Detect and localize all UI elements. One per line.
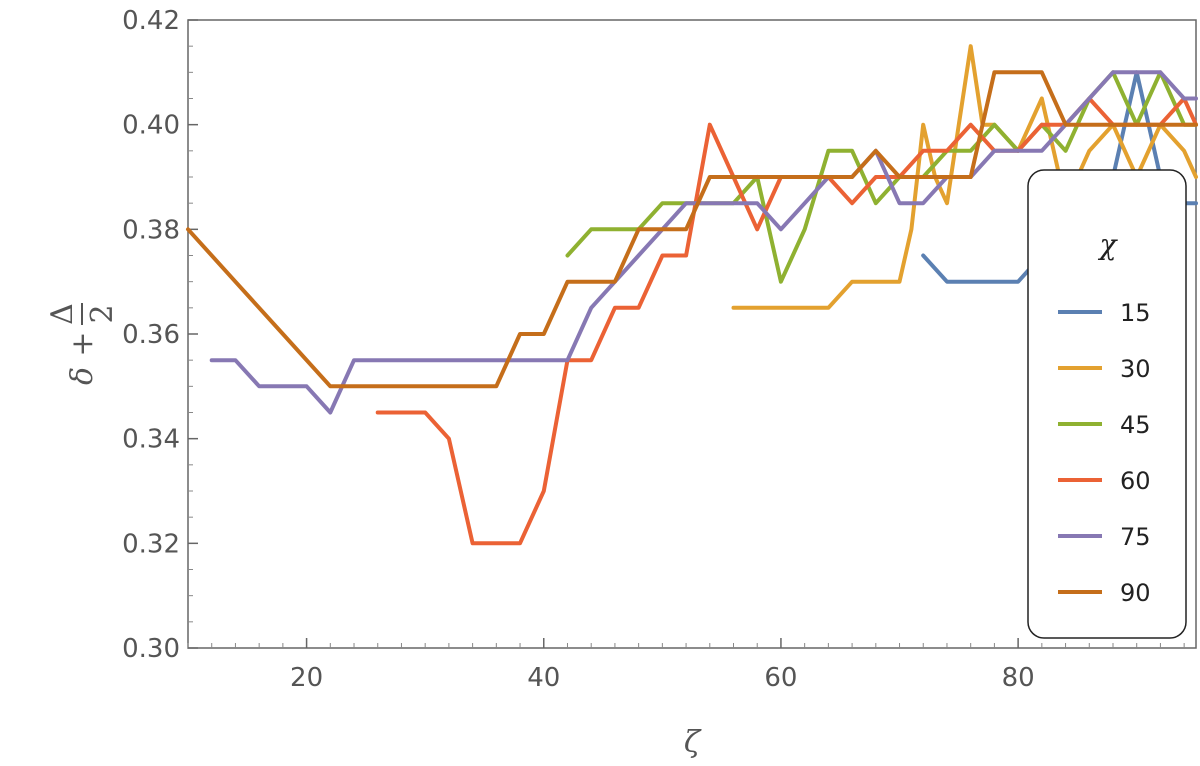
x-tick-label: 80 (1002, 663, 1035, 693)
legend-label-45: 45 (1120, 411, 1151, 439)
y-tick-label: 0.38 (122, 215, 180, 245)
x-tick-label: 60 (764, 663, 797, 693)
legend-label-15: 15 (1120, 299, 1151, 327)
legend-label-75: 75 (1120, 523, 1151, 551)
x-tick-label: 40 (527, 663, 560, 693)
y-tick-label: 0.42 (122, 6, 180, 36)
series-lines (186, 44, 1198, 546)
y-tick-label: 0.36 (122, 320, 180, 350)
legend-items: 15 30 45 60 75 90 (1058, 299, 1151, 607)
y-title-delta: δ (65, 367, 100, 385)
x-axis-title: ζ (684, 725, 702, 760)
x-tick-label: 20 (290, 663, 323, 693)
y-axis-title: δ + Δ 2 (45, 303, 120, 385)
y-axis-ticks: 0.30 0.32 0.34 0.36 0.38 0.40 0.42 (122, 6, 198, 664)
legend-box (1027, 169, 1187, 639)
y-title-denominator: 2 (85, 304, 120, 323)
series-line-75 (209, 70, 1198, 415)
x-axis-ticks: 20 40 60 80 (187, 638, 1185, 693)
legend-title: χ (1098, 228, 1119, 261)
y-tick-label: 0.30 (122, 634, 180, 664)
y-tick-label: 0.40 (122, 111, 180, 141)
y-title-numerator: Δ (45, 303, 80, 325)
legend: χ 15 30 45 60 75 90 (1027, 169, 1187, 639)
y-title-plus: + (65, 331, 100, 356)
legend-label-30: 30 (1120, 355, 1151, 383)
y-tick-label: 0.32 (122, 529, 180, 559)
legend-label-90: 90 (1120, 579, 1151, 607)
y-tick-label: 0.34 (122, 425, 180, 455)
series-line-90 (186, 70, 1198, 389)
legend-label-60: 60 (1120, 467, 1151, 495)
